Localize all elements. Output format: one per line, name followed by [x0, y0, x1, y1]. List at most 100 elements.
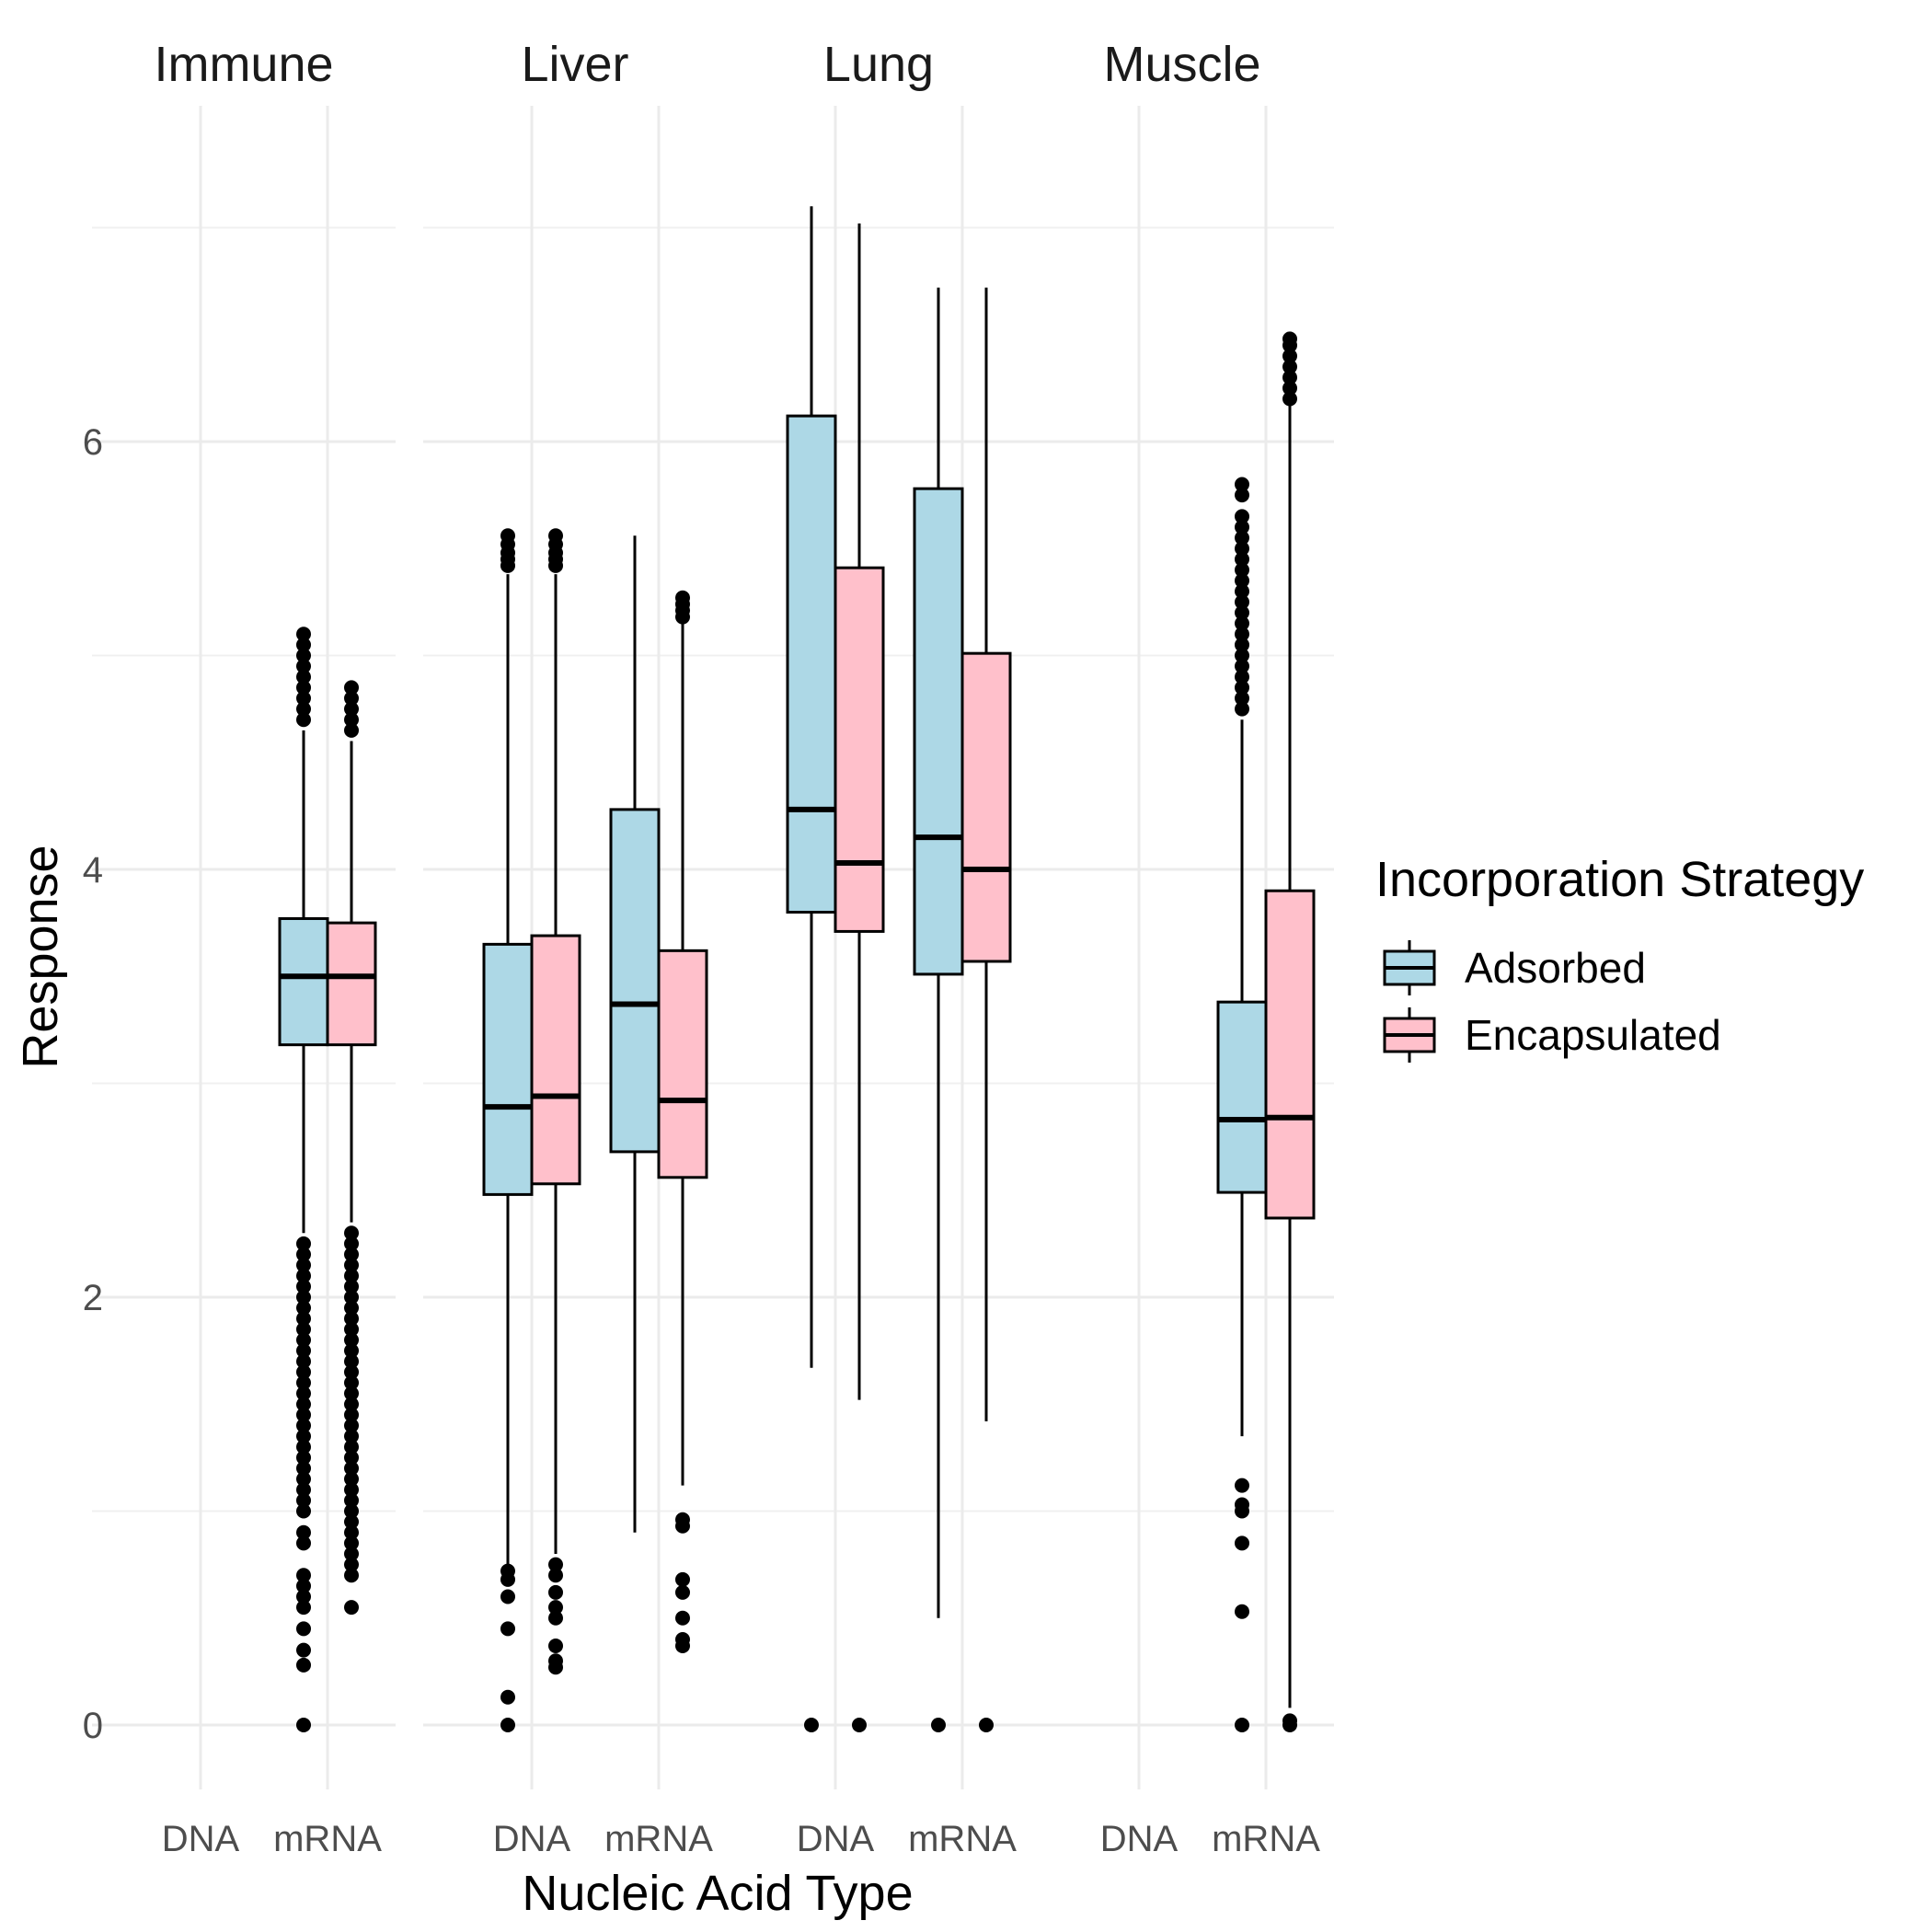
outlier-adsorbed-liver-dna-3 — [500, 1589, 515, 1604]
box-adsorbed-liver-dna — [482, 574, 534, 1565]
outlier-adsorbed-immune-mrna-33 — [296, 1258, 311, 1273]
outlier-encapsulated-immune-mrna-24 — [344, 1321, 359, 1337]
outlier-encapsulated-liver-mrna-10 — [675, 590, 690, 605]
outlier-encapsulated-immune-mrna-32 — [344, 1236, 359, 1251]
outlier-encapsulated-immune-mrna-29 — [344, 1268, 359, 1283]
outlier-encapsulated-liver-dna-1 — [548, 1653, 563, 1669]
outlier-adsorbed-immune-mrna-41 — [296, 659, 311, 674]
legend-label-encapsulated: Encapsulated — [1465, 1011, 1721, 1059]
outlier-adsorbed-immune-mrna-34 — [296, 1247, 311, 1262]
facet-strips: Immune Liver Lung Muscle — [154, 37, 1260, 92]
box-adsorbed-liver-mrna — [609, 535, 661, 1533]
outlier-adsorbed-immune-mrna-3 — [296, 1621, 311, 1637]
outlier-adsorbed-muscle-mrna-18 — [1235, 573, 1249, 589]
boxes — [278, 206, 1316, 1708]
outlier-encapsulated-immune-mrna-16 — [344, 1407, 359, 1422]
outlier-adsorbed-liver-dna-10 — [500, 528, 515, 544]
outlier-encapsulated-immune-mrna-33 — [344, 1225, 359, 1241]
outlier-adsorbed-immune-mrna-37 — [296, 701, 311, 717]
legend-title: Incorporation Strategy — [1375, 852, 1864, 907]
box-body-adsorbed-liver-dna — [482, 942, 534, 1196]
outlier-adsorbed-muscle-mrna-8 — [1235, 680, 1249, 696]
outlier-adsorbed-immune-mrna-15 — [296, 1450, 311, 1466]
outlier-adsorbed-muscle-mrna-14 — [1235, 615, 1249, 631]
outlier-encapsulated-liver-mrna-2 — [675, 1610, 690, 1626]
outlier-adsorbed-immune-mrna-18 — [296, 1418, 311, 1433]
outlier-encapsulated-liver-dna-7 — [548, 1557, 563, 1572]
outlier-adsorbed-liver-dna-2 — [500, 1621, 515, 1637]
outlier-encapsulated-immune-mrna-21 — [344, 1353, 359, 1369]
box-body-adsorbed-muscle-mrna — [1216, 1000, 1268, 1194]
outlier-encapsulated-immune-mrna-8 — [344, 1492, 359, 1508]
x-tick-immune-dna: DNA — [162, 1819, 240, 1859]
outlier-adsorbed-muscle-mrna-26 — [1235, 477, 1249, 492]
outlier-adsorbed-immune-mrna-19 — [296, 1407, 311, 1422]
outlier-adsorbed-immune-mrna-32 — [296, 1268, 311, 1283]
outlier-adsorbed-muscle-mrna-6 — [1235, 701, 1249, 717]
outlier-adsorbed-muscle-mrna-2 — [1235, 1535, 1249, 1551]
legend-label-adsorbed: Adsorbed — [1465, 944, 1646, 992]
outlier-adsorbed-immune-mrna-22 — [296, 1375, 311, 1390]
outlier-adsorbed-immune-mrna-5 — [296, 1589, 311, 1604]
outlier-adsorbed-immune-mrna-9 — [296, 1524, 311, 1540]
x-axis-title: Nucleic Acid Type — [522, 1866, 913, 1921]
outlier-adsorbed-immune-mrna-36 — [296, 712, 311, 728]
outlier-encapsulated-immune-mrna-17 — [344, 1397, 359, 1412]
outlier-encapsulated-immune-mrna-23 — [344, 1332, 359, 1348]
box-body-adsorbed-lung-dna — [786, 414, 837, 914]
outlier-adsorbed-muscle-mrna-22 — [1235, 530, 1249, 546]
outlier-adsorbed-immune-mrna-25 — [296, 1343, 311, 1359]
outlier-encapsulated-immune-mrna-19 — [344, 1375, 359, 1390]
outlier-adsorbed-immune-mrna-30 — [296, 1290, 311, 1305]
outlier-adsorbed-immune-mrna-16 — [296, 1439, 311, 1455]
outlier-encapsulated-immune-mrna-14 — [344, 1429, 359, 1444]
outlier-adsorbed-immune-mrna-20 — [296, 1397, 311, 1412]
outlier-adsorbed-muscle-mrna-7 — [1235, 691, 1249, 706]
outlier-adsorbed-muscle-mrna-13 — [1235, 627, 1249, 642]
outlier-adsorbed-immune-mrna-24 — [296, 1353, 311, 1369]
outlier-adsorbed-immune-mrna-31 — [296, 1279, 311, 1294]
outlier-encapsulated-liver-mrna-1 — [675, 1632, 690, 1647]
outlier-encapsulated-immune-mrna-38 — [344, 680, 359, 696]
outlier-adsorbed-immune-mrna-39 — [296, 680, 311, 696]
outlier-encapsulated-immune-mrna-27 — [344, 1290, 359, 1305]
outlier-adsorbed-immune-mrna-27 — [296, 1321, 311, 1337]
outlier-adsorbed-immune-mrna-29 — [296, 1300, 311, 1316]
outlier-encapsulated-immune-mrna-2 — [344, 1557, 359, 1572]
box-adsorbed-lung-mrna — [913, 287, 964, 1618]
outlier-adsorbed-muscle-mrna-4 — [1235, 1497, 1249, 1512]
outlier-adsorbed-immune-mrna-40 — [296, 669, 311, 684]
y-tick-4: 4 — [83, 850, 103, 891]
box-encapsulated-muscle-mrna — [1264, 403, 1316, 1708]
outlier-adsorbed-immune-mrna-0 — [296, 1718, 311, 1732]
outlier-adsorbed-immune-mrna-17 — [296, 1429, 311, 1444]
legend: Incorporation Strategy Adsorbed Encapsula… — [1375, 852, 1864, 1063]
box-encapsulated-immune-mrna — [326, 741, 377, 1223]
box-body-adsorbed-liver-mrna — [609, 808, 661, 1154]
outlier-adsorbed-immune-mrna-38 — [296, 691, 311, 706]
outlier-adsorbed-muscle-mrna-19 — [1235, 562, 1249, 578]
facet-title-immune: Immune — [154, 37, 333, 92]
outlier-encapsulated-muscle-mrna-8 — [1282, 331, 1297, 347]
outlier-adsorbed-liver-dna-1 — [500, 1689, 515, 1705]
outlier-encapsulated-immune-mrna-18 — [344, 1386, 359, 1401]
outlier-encapsulated-immune-mrna-5 — [344, 1524, 359, 1540]
outlier-encapsulated-immune-mrna-4 — [344, 1535, 359, 1551]
outlier-encapsulated-immune-mrna-37 — [344, 691, 359, 706]
outlier-encapsulated-immune-mrna-36 — [344, 701, 359, 717]
outlier-adsorbed-immune-mrna-43 — [296, 637, 311, 652]
outlier-adsorbed-immune-mrna-14 — [296, 1461, 311, 1476]
outlier-encapsulated-muscle-mrna-4 — [1282, 370, 1297, 385]
box-body-adsorbed-immune-mrna — [278, 916, 329, 1047]
outlier-adsorbed-immune-mrna-2 — [296, 1642, 311, 1658]
facet-title-lung: Lung — [823, 37, 934, 92]
x-tick-lung-mrna: mRNA — [908, 1819, 1017, 1859]
outlier-adsorbed-muscle-mrna-9 — [1235, 669, 1249, 684]
outlier-encapsulated-immune-mrna-3 — [344, 1547, 359, 1561]
facet-title-muscle: Muscle — [1103, 37, 1260, 92]
x-tick-muscle-dna: DNA — [1100, 1819, 1179, 1859]
x-axis-ticks: DNA mRNA DNA mRNA DNA mRNA DNA mRNA — [162, 1819, 1320, 1859]
outlier-adsorbed-muscle-mrna-24 — [1235, 509, 1249, 524]
outlier-adsorbed-immune-mrna-11 — [296, 1492, 311, 1508]
